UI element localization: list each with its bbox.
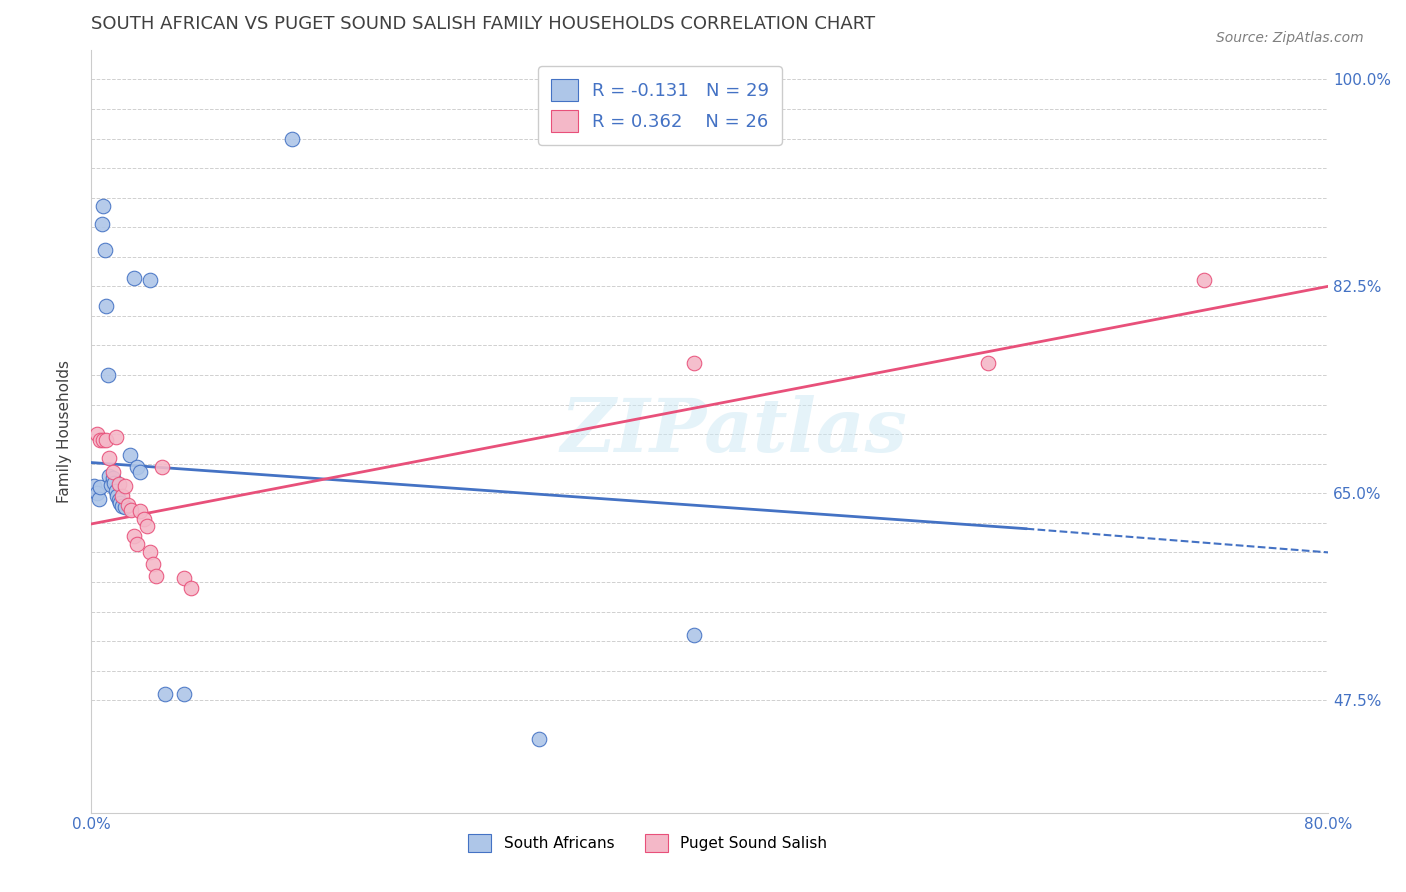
Point: [114, 500, 136, 515]
Point: [129, 504, 152, 518]
Point: [97, 368, 120, 382]
Point: [98, 450, 121, 465]
Text: Source: ZipAtlas.com: Source: ZipAtlas.com: [1216, 31, 1364, 45]
Point: [180, 581, 202, 595]
Point: [100, 478, 122, 492]
Point: [1194, 273, 1216, 287]
Point: [104, 429, 127, 443]
Point: [98, 468, 121, 483]
Point: [91, 433, 114, 447]
Point: [145, 569, 167, 583]
Point: [117, 498, 139, 512]
Point: [101, 465, 124, 479]
Point: [122, 529, 145, 543]
Point: [87, 492, 110, 507]
Point: [111, 500, 134, 514]
Point: [150, 460, 173, 475]
Point: [120, 503, 142, 517]
Text: ZIPatlas: ZIPatlas: [561, 395, 908, 467]
Point: [127, 460, 149, 475]
Point: [90, 217, 112, 231]
Point: [683, 628, 706, 642]
Point: [135, 519, 157, 533]
Point: [118, 449, 141, 463]
Point: [91, 199, 114, 213]
Point: [86, 486, 108, 500]
Point: [683, 356, 706, 370]
Point: [977, 356, 1000, 370]
Y-axis label: Family Households: Family Households: [58, 359, 72, 503]
Point: [105, 489, 128, 503]
Point: [110, 496, 132, 510]
Point: [111, 489, 134, 503]
Point: [138, 545, 160, 559]
Point: [107, 493, 129, 508]
Point: [103, 475, 125, 490]
Point: [129, 465, 152, 479]
Point: [138, 273, 160, 287]
Point: [96, 300, 118, 314]
Point: [86, 427, 108, 442]
Point: [173, 571, 195, 585]
Point: [142, 558, 165, 572]
Text: SOUTH AFRICAN VS PUGET SOUND SALISH FAMILY HOUSEHOLDS CORRELATION CHART: SOUTH AFRICAN VS PUGET SOUND SALISH FAMI…: [91, 15, 875, 33]
Point: [173, 687, 195, 701]
Point: [89, 433, 111, 447]
Legend: R = -0.131   N = 29, R = 0.362    N = 26: R = -0.131 N = 29, R = 0.362 N = 26: [538, 67, 782, 145]
Point: [89, 480, 111, 494]
Point: [101, 471, 124, 485]
Point: [122, 271, 145, 285]
Point: [83, 479, 105, 493]
Point: [529, 732, 551, 747]
Point: [281, 131, 304, 145]
Point: [107, 476, 129, 491]
Point: [153, 687, 176, 701]
Point: [114, 479, 136, 493]
Point: [104, 483, 127, 498]
Point: [127, 537, 149, 551]
Point: [132, 512, 155, 526]
Point: [96, 433, 118, 447]
Point: [94, 243, 117, 257]
